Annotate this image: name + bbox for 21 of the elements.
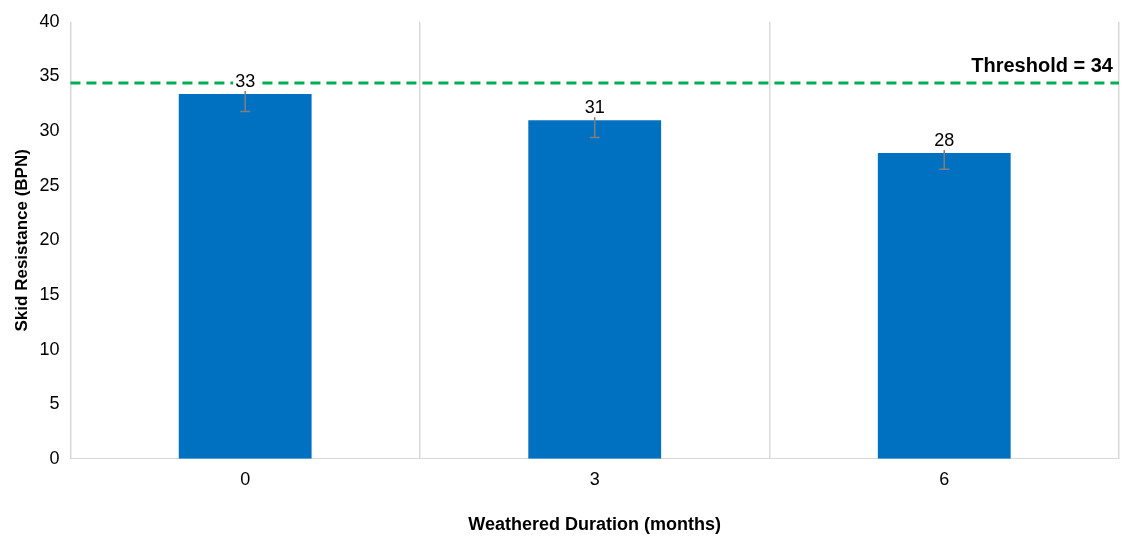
y-tick-label: 10 — [39, 338, 60, 359]
x-axis-title: Weathered Duration (months) — [468, 514, 722, 535]
x-tick-label: 6 — [939, 468, 950, 489]
ref-line-label: Threshold = 34 — [971, 54, 1114, 77]
y-tick-label: 30 — [39, 120, 60, 141]
y-tick-label: 40 — [39, 10, 60, 31]
y-tick-label: 20 — [39, 229, 60, 250]
bar — [877, 152, 1011, 459]
bar — [178, 93, 312, 459]
y-tick-label: 25 — [39, 174, 60, 195]
data-label: 33 — [235, 70, 256, 91]
y-tick-label: 5 — [49, 393, 60, 414]
x-tick-label: 0 — [240, 468, 251, 489]
data-label: 28 — [934, 129, 955, 150]
y-tick-label: 35 — [39, 65, 60, 86]
data-label: 31 — [584, 97, 605, 118]
y-tick-label: 0 — [49, 447, 60, 468]
x-tick-label: 3 — [589, 468, 600, 489]
y-tick-label: 15 — [39, 283, 60, 304]
y-axis-title: Skid Resistance (BPN) — [11, 149, 31, 332]
bar — [528, 120, 662, 459]
